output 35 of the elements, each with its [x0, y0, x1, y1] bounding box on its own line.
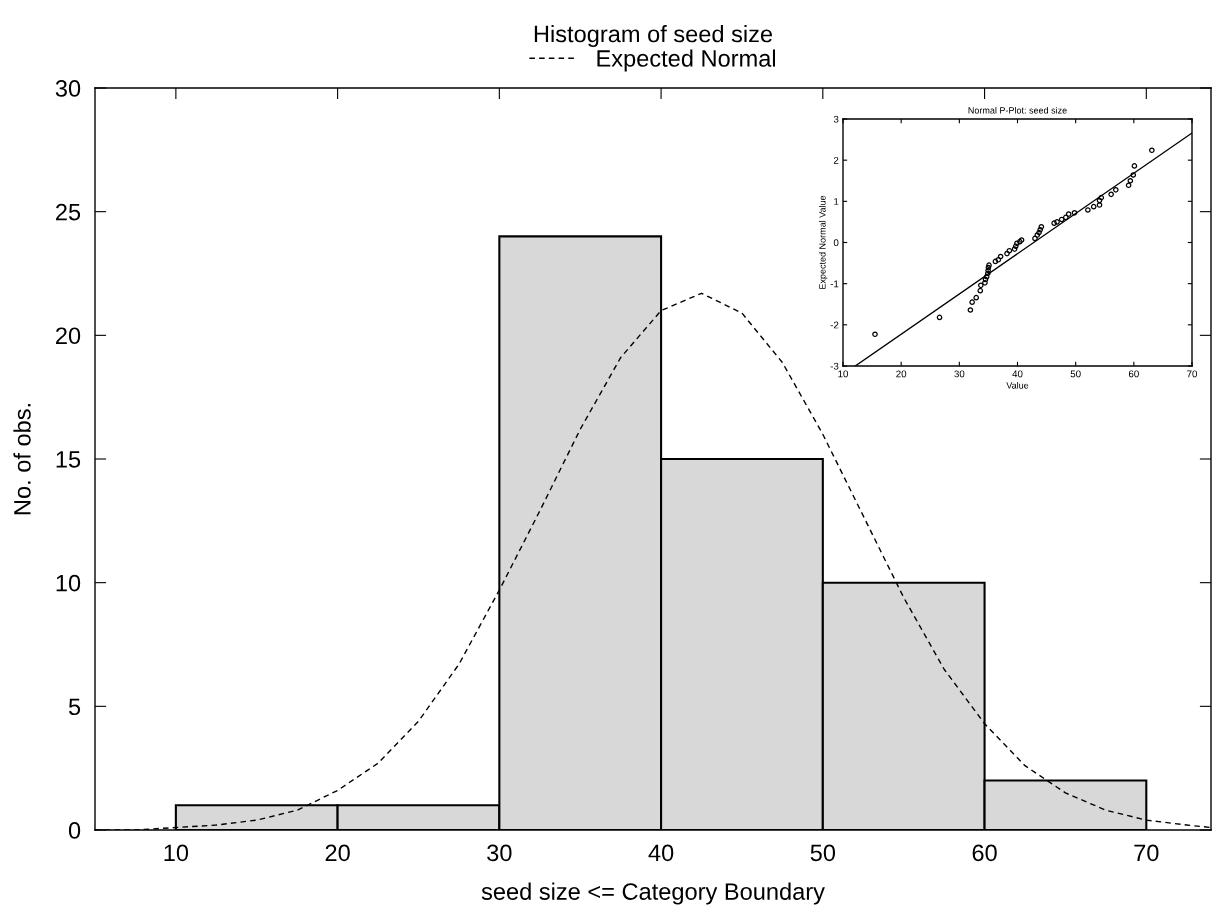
y-tick-label: 0 — [833, 239, 839, 247]
y-tick-label: 10 — [56, 574, 81, 592]
x-axis-title: Value — [1006, 382, 1029, 389]
y-tick-label: -1 — [830, 280, 839, 288]
x-tick-label: 20 — [896, 370, 907, 378]
x-tick-label: 30 — [487, 844, 512, 862]
chart-title: Histogram of seed size — [534, 25, 773, 47]
y-tick-label: -3 — [830, 362, 839, 370]
x-tick-label: 10 — [164, 844, 189, 862]
y-tick-label: 20 — [56, 327, 81, 345]
y-tick-label: 30 — [55, 80, 81, 97]
x-tick-label: 40 — [1012, 370, 1023, 378]
x-tick-label: 30 — [954, 370, 965, 378]
x-tick-label: 10 — [838, 370, 849, 378]
y-tick-label: 15 — [56, 451, 81, 468]
y-axis-title: Expected Normal Value — [819, 195, 828, 289]
x-tick-label: 70 — [1187, 370, 1198, 378]
legend-label: Expected Normal — [597, 49, 776, 72]
x-tick-label: 20 — [325, 844, 350, 862]
y-tick-label: -2 — [830, 321, 839, 329]
chart-title: Normal P-Plot: seed size — [968, 106, 1067, 114]
y-tick-label: 5 — [68, 698, 81, 716]
y-tick-label: 3 — [833, 115, 839, 123]
x-tick-label: 40 — [648, 844, 674, 862]
y-tick-label: 0 — [68, 822, 81, 839]
x-tick-label: 70 — [1134, 844, 1159, 862]
y-tick-label: 25 — [56, 203, 81, 221]
y-axis-title: No. of obs. — [13, 404, 31, 515]
y-tick-label: 1 — [834, 198, 839, 205]
x-axis-title: seed size <= Category Boundary — [481, 882, 825, 905]
x-tick-label: 60 — [1128, 370, 1139, 378]
y-tick-label: 2 — [833, 156, 839, 164]
x-tick-label: 50 — [1070, 370, 1081, 378]
x-tick-label: 60 — [972, 844, 997, 862]
x-tick-label: 50 — [810, 844, 836, 862]
